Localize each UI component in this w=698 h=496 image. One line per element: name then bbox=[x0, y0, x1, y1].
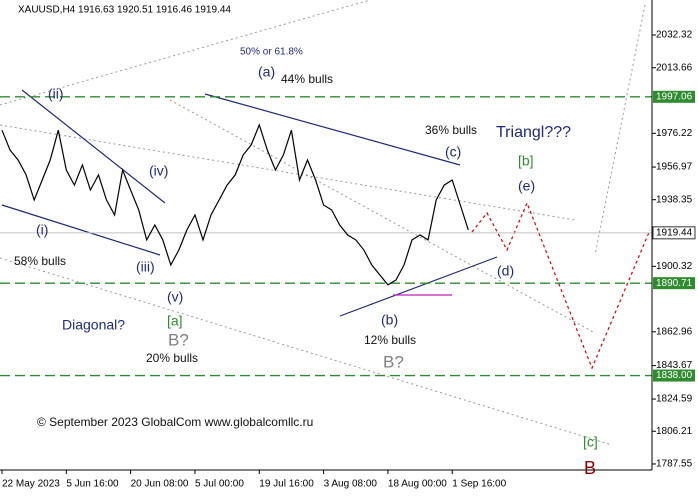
x-tick-label: 20 Jun 08:00 bbox=[131, 479, 189, 490]
level-label: 1997.06 bbox=[656, 91, 693, 102]
annotation: (c) bbox=[445, 144, 461, 160]
level-label: 1838.00 bbox=[656, 370, 693, 381]
annotation: (ii) bbox=[48, 86, 64, 102]
annotation: [b] bbox=[518, 153, 534, 169]
x-tick-label: 22 May 2023 bbox=[2, 479, 60, 490]
forecast-path bbox=[471, 201, 651, 370]
annotation: (iii) bbox=[136, 259, 155, 275]
y-tick-label: 1824.59 bbox=[656, 394, 693, 405]
x-tick-label: 18 Aug 00:00 bbox=[388, 479, 447, 490]
y-tick-label: 1806.21 bbox=[656, 426, 693, 437]
annotation: B bbox=[584, 458, 596, 478]
x-tick-label: 5 Jun 16:00 bbox=[66, 479, 119, 490]
y-tick-label: 1956.97 bbox=[656, 162, 693, 173]
copyright: © September 2023 GlobalCom www.globalcom… bbox=[37, 415, 313, 429]
level-label-bg bbox=[653, 90, 695, 103]
annotation: B? bbox=[383, 352, 404, 371]
annotation: Diagonal? bbox=[62, 317, 125, 333]
annotation: 36% bulls bbox=[425, 123, 477, 137]
y-tick-label: 1976.22 bbox=[656, 128, 693, 139]
annotation: (v) bbox=[167, 289, 183, 305]
annotation: B? bbox=[168, 330, 189, 349]
annotation: (d) bbox=[497, 263, 514, 279]
x-tick-label: 5 Jul 00:00 bbox=[195, 479, 244, 490]
trend-lines bbox=[1, 89, 498, 317]
annotation: 44% bulls bbox=[281, 72, 333, 86]
guide-lines bbox=[0, 0, 646, 446]
annotation: 12% bulls bbox=[364, 333, 416, 347]
y-tick-label: 2013.66 bbox=[656, 62, 693, 73]
x-tick-label: 1 Sep 16:00 bbox=[452, 479, 506, 490]
annotation: 58% bulls bbox=[14, 254, 66, 268]
x-tick-label: 19 Jul 16:00 bbox=[259, 479, 314, 490]
annotation: (e) bbox=[518, 178, 535, 194]
y-tick-label: 1787.55 bbox=[656, 459, 693, 470]
annotation: 50% or 61.8% bbox=[240, 47, 303, 58]
annotation: [a] bbox=[167, 313, 183, 329]
plot bbox=[0, 96, 652, 377]
level-label-bg bbox=[653, 277, 695, 290]
annotation: (b) bbox=[381, 312, 398, 328]
annotation: (iv) bbox=[149, 163, 168, 179]
x-tick-label: 3 Aug 08:00 bbox=[324, 479, 378, 490]
annotation: (a) bbox=[258, 64, 275, 80]
y-tick-label: 1862.96 bbox=[656, 326, 693, 337]
price-label-bg bbox=[652, 226, 696, 240]
y-tick-label: 2032.32 bbox=[656, 30, 693, 41]
price-label: 1919.44 bbox=[656, 227, 693, 238]
annotation: 20% bulls bbox=[146, 351, 198, 365]
y-tick-label: 1843.67 bbox=[656, 360, 693, 371]
level-label-bg bbox=[653, 369, 695, 382]
y-tick-label: 1900.32 bbox=[656, 261, 693, 272]
y-tick-label: 1938.35 bbox=[656, 194, 693, 205]
annotation: (i) bbox=[36, 222, 48, 238]
annotation: Triangl??? bbox=[496, 124, 571, 141]
level-label: 1890.71 bbox=[656, 278, 693, 289]
price-line-series bbox=[1, 123, 469, 286]
annotation: [c] bbox=[583, 434, 598, 450]
chart-title: XAUUSD,H4 1916.63 1920.51 1916.46 1919.4… bbox=[18, 5, 231, 16]
